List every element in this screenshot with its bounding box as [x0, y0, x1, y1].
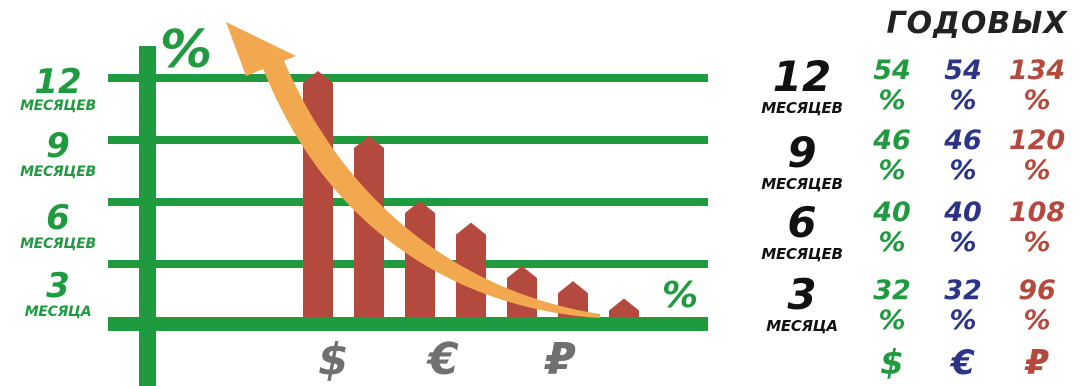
- bar: [354, 136, 384, 317]
- term-unit: МЕСЯЦЕВ: [761, 99, 843, 117]
- term-number: 3: [787, 270, 817, 319]
- term-unit: МЕСЯЦЕВ: [761, 175, 843, 193]
- currency-usd: $: [880, 343, 904, 383]
- rate-usd: 54%: [873, 55, 911, 116]
- y-level-unit: МЕСЯЦА: [24, 304, 92, 320]
- rate-usd: 46%: [873, 125, 911, 186]
- grid-line: [108, 74, 708, 82]
- arrow-body: [262, 56, 600, 318]
- term-number: 12: [772, 52, 832, 101]
- y-level-unit: МЕСЯЦЕВ: [20, 236, 96, 252]
- x-label-eur: €: [428, 334, 459, 385]
- term-number: 6: [787, 198, 817, 247]
- rate-eur: 54%: [944, 55, 982, 116]
- y-level-number: 6: [46, 198, 70, 238]
- y-axis-percent-label: %: [160, 20, 213, 80]
- currency-eur: €: [951, 343, 975, 383]
- bar: [303, 71, 333, 317]
- grid-line: [108, 198, 708, 206]
- y-level-unit: МЕСЯЦЕВ: [20, 164, 96, 180]
- rate-rub: 120%: [1008, 125, 1066, 186]
- growth-arrow: [226, 22, 600, 318]
- x-axis-baseline: [108, 317, 708, 331]
- y-level-number: 12: [34, 62, 82, 102]
- rate-eur: 32%: [944, 275, 982, 336]
- x-label-usd: $: [318, 334, 349, 385]
- term-unit: МЕСЯЦА: [766, 317, 838, 335]
- interest-chart: [108, 22, 708, 386]
- rate-usd: 32%: [873, 275, 911, 336]
- table-title: ГОДОВЫХ: [886, 6, 1068, 41]
- grid-line: [108, 136, 708, 144]
- rate-usd: 40%: [873, 197, 911, 258]
- bar: [609, 298, 639, 317]
- currency-rub: ₽: [1025, 343, 1049, 383]
- y-level-unit: МЕСЯЦЕВ: [20, 98, 96, 114]
- rate-eur: 40%: [944, 197, 982, 258]
- rate-rub: 96%: [1018, 275, 1056, 336]
- term-unit: МЕСЯЦЕВ: [761, 245, 843, 263]
- rate-eur: 46%: [944, 125, 982, 186]
- y-axis: [139, 46, 156, 386]
- term-number: 9: [787, 128, 817, 177]
- rate-rub: 134%: [1008, 55, 1066, 116]
- x-axis-percent-label: %: [662, 275, 699, 316]
- y-level-number: 3: [46, 266, 70, 306]
- x-label-rub: ₽: [545, 334, 576, 385]
- bar: [456, 222, 486, 317]
- y-level-number: 9: [46, 126, 70, 166]
- arrow-head: [226, 22, 296, 76]
- rate-rub: 108%: [1008, 197, 1066, 258]
